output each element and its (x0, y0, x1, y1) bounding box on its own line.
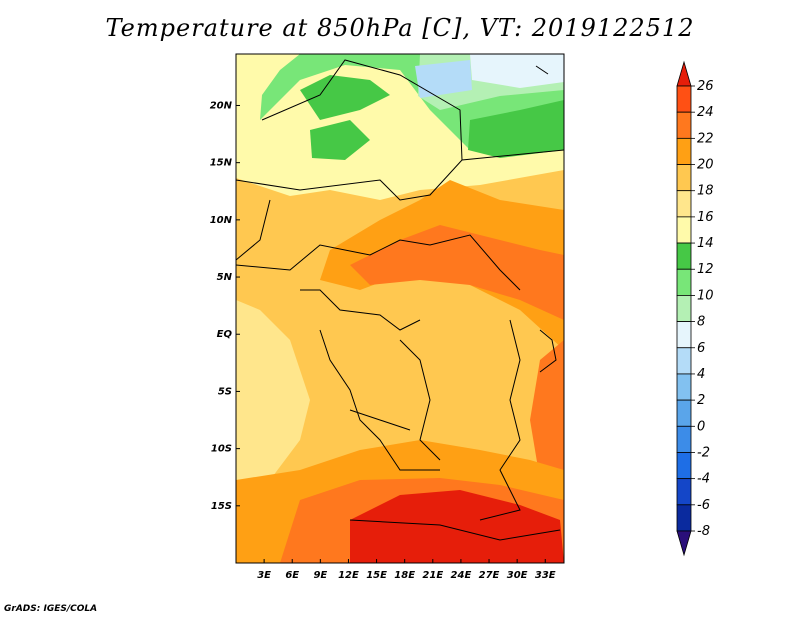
colorbar-label: 4 (697, 367, 705, 382)
colorbar-bin (676, 85, 692, 113)
lat-tick-label: 10N (210, 215, 233, 226)
colorbar-bin (676, 190, 692, 218)
colorbar-bin (676, 478, 692, 506)
lon-tick-label: 24E (451, 570, 472, 581)
lat-tick-label: 5S (218, 386, 232, 397)
temperature-field (236, 54, 564, 563)
map-frame (235, 53, 565, 564)
colorbar-label: 18 (697, 184, 714, 199)
lat-tick-label: 15S (211, 501, 232, 512)
colorbar-label: 12 (697, 262, 714, 277)
colorbar-label: 0 (697, 419, 705, 434)
boundaries (236, 59, 564, 541)
colorbar-bottom-arrow (676, 530, 692, 557)
colorbar-bin (676, 268, 692, 296)
lon-tick-label: 27E (479, 570, 500, 581)
lat-tick-label: 5N (217, 272, 233, 283)
colorbar-label: -8 (697, 524, 710, 539)
lon-tick-label: 21E (422, 570, 443, 581)
lon-tick-label: 15E (366, 570, 387, 581)
colorbar-label: 10 (697, 288, 714, 303)
colorbar-bin (676, 452, 692, 480)
lon-tick-label: 30E (507, 570, 528, 581)
lat-tick-label: 15N (210, 158, 233, 169)
colorbar-label: 8 (697, 315, 705, 330)
colorbar-bin (676, 295, 692, 322)
colorbar-label: 24 (697, 105, 714, 120)
colorbar-bin (676, 373, 692, 401)
latitude-axis: 20N 15N 10N 5N EQ 5S 10S 15S (210, 100, 240, 512)
colorbar-bin (676, 347, 692, 375)
colorbar-bin (676, 137, 692, 165)
colorbar-label: -6 (697, 498, 710, 513)
lon-tick-label: 33E (535, 570, 556, 581)
colorbar-bin (676, 399, 692, 427)
colorbar-bin (676, 504, 692, 532)
lon-tick-label: 18E (394, 570, 415, 581)
lon-tick-label: 9E (313, 570, 327, 581)
colorbar-label: -2 (697, 445, 710, 460)
colorbar-label: 20 (697, 158, 714, 173)
colorbar-label: 22 (697, 131, 714, 146)
longitude-axis: 3E 6E 9E 12E 15E 18E 21E 24E 27E 30E 33E (257, 559, 556, 581)
colorbar-bin (676, 321, 692, 349)
colorbar-label: 14 (697, 236, 714, 251)
colorbar-bin (676, 164, 692, 192)
lon-tick-label: 6E (285, 570, 299, 581)
colorbar-bin (676, 216, 692, 244)
grads-credit: GrADS: IGES/COLA (4, 604, 98, 614)
colorbar-top-arrow (676, 60, 692, 87)
colorbar-label: 6 (697, 341, 705, 356)
lat-tick-label: 20N (210, 100, 233, 111)
chart-title: Temperature at 850hPa [C], VT: 201912251… (105, 14, 695, 42)
lon-tick-label: 3E (257, 570, 271, 581)
colorbar-bin (676, 111, 692, 139)
lat-tick-label: 10S (211, 444, 232, 455)
colorbar-bin (676, 242, 692, 270)
colorbar-label: 16 (697, 210, 714, 225)
colorbar-label: 2 (697, 393, 705, 408)
colorbar-label: -4 (697, 472, 710, 487)
lat-tick-label: EQ (217, 329, 233, 340)
colorbar-bin (676, 425, 692, 453)
colorbar-label: 26 (697, 79, 714, 94)
lon-tick-label: 12E (338, 570, 359, 581)
